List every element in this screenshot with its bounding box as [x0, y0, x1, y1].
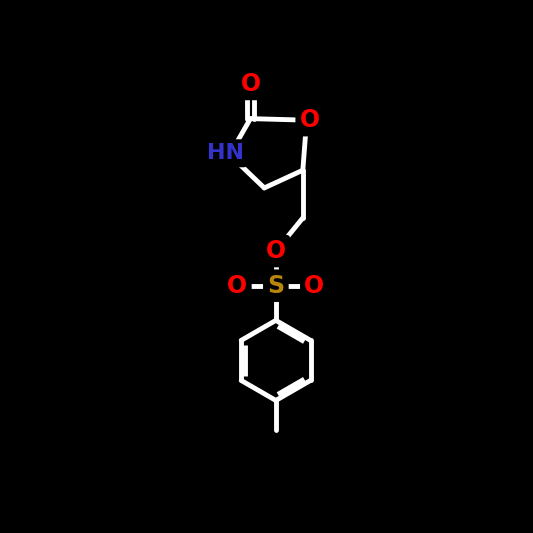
Text: O: O: [266, 239, 286, 263]
Text: O: O: [300, 108, 320, 132]
Text: O: O: [304, 274, 325, 298]
Text: S: S: [267, 274, 285, 298]
Text: O: O: [227, 274, 247, 298]
Text: O: O: [240, 72, 261, 96]
Text: HN: HN: [207, 143, 244, 163]
